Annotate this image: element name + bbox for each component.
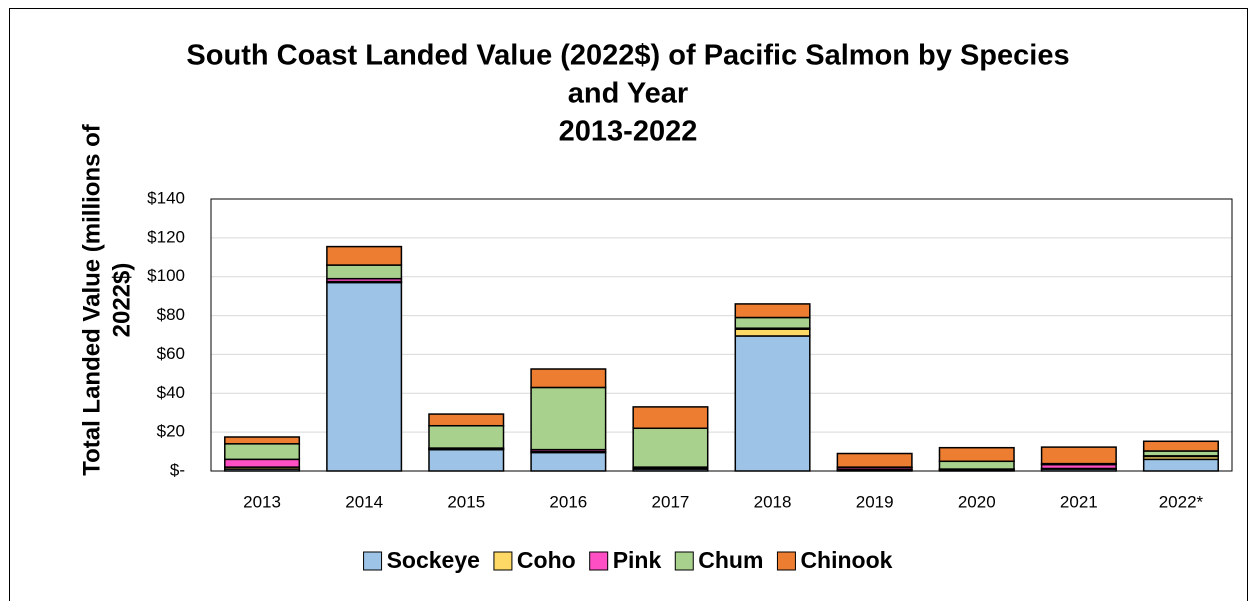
x-tick-label: 2015 (447, 492, 485, 511)
bar-segment (1142, 458, 1219, 472)
y-tick-label: $100 (147, 266, 185, 285)
bar-segment (1040, 446, 1117, 465)
bar-segment (734, 303, 811, 319)
plot-area (210, 198, 1233, 472)
legend-label: Coho (517, 547, 576, 573)
bar-segment (326, 281, 403, 472)
bar-segment (734, 328, 811, 337)
x-tick-label: 2021 (1060, 492, 1098, 511)
x-tick-label: 2014 (345, 492, 383, 511)
legend-label: Chinook (800, 547, 892, 573)
bar-segment (428, 413, 505, 427)
legend-label: Pink (613, 547, 662, 573)
x-tick-label: 2016 (549, 492, 587, 511)
bar-segment (938, 446, 1015, 463)
chart-title: and Year (568, 78, 688, 110)
bar-segment (734, 335, 811, 472)
bar-segment (836, 452, 913, 468)
bar-segment (224, 436, 301, 445)
bar-segment (326, 245, 403, 266)
x-tick-label: 2017 (652, 492, 690, 511)
x-tick-label: 2022* (1159, 492, 1204, 511)
y-tick-label: $140 (147, 188, 185, 207)
y-tick-label: $20 (157, 422, 185, 441)
legend-swatch (776, 551, 796, 571)
legend-swatch (363, 551, 383, 571)
bar-segment (428, 424, 505, 449)
y-tick-label: $120 (147, 227, 185, 246)
x-tick-label: 2018 (754, 492, 792, 511)
legend-swatch (674, 551, 694, 571)
bar-segment (530, 451, 607, 472)
legend-swatch (493, 551, 513, 571)
y-axis-title-line: 2022$) (108, 263, 135, 338)
chart-title: South Coast Landed Value (2022$) of Paci… (186, 40, 1069, 72)
bar-segment (530, 386, 607, 451)
bar-segment (1142, 440, 1219, 452)
y-axis-title-line: Total Landed Value (millions of (78, 123, 105, 476)
bar-segment (734, 316, 811, 329)
bar-segment (224, 458, 301, 468)
chart-title: 2013-2022 (559, 116, 698, 148)
legend-label: Sockeye (387, 547, 480, 573)
bar-segment (938, 460, 1015, 470)
legend-swatch (589, 551, 609, 571)
x-tick-label: 2013 (243, 492, 281, 511)
y-tick-label: $60 (157, 344, 185, 363)
x-tick-label: 2020 (958, 492, 996, 511)
bar-segment (632, 427, 709, 468)
y-tick-label: $80 (157, 305, 185, 324)
y-axis-title: Total Landed Value (millions of 2022$) (78, 123, 135, 476)
bar-segment (530, 368, 607, 389)
bar-segment (632, 406, 709, 430)
bar-segment (224, 443, 301, 461)
x-tick-label: 2019 (856, 492, 894, 511)
legend: Sockeye Coho Pink Chum Chinook (363, 547, 893, 573)
legend-label: Chum (698, 547, 763, 573)
bar-segment (326, 264, 403, 280)
bar-segment (428, 448, 505, 472)
y-tick-label: $- (170, 460, 185, 479)
y-tick-label: $40 (157, 383, 185, 402)
chart-frame (9, 8, 1248, 601)
